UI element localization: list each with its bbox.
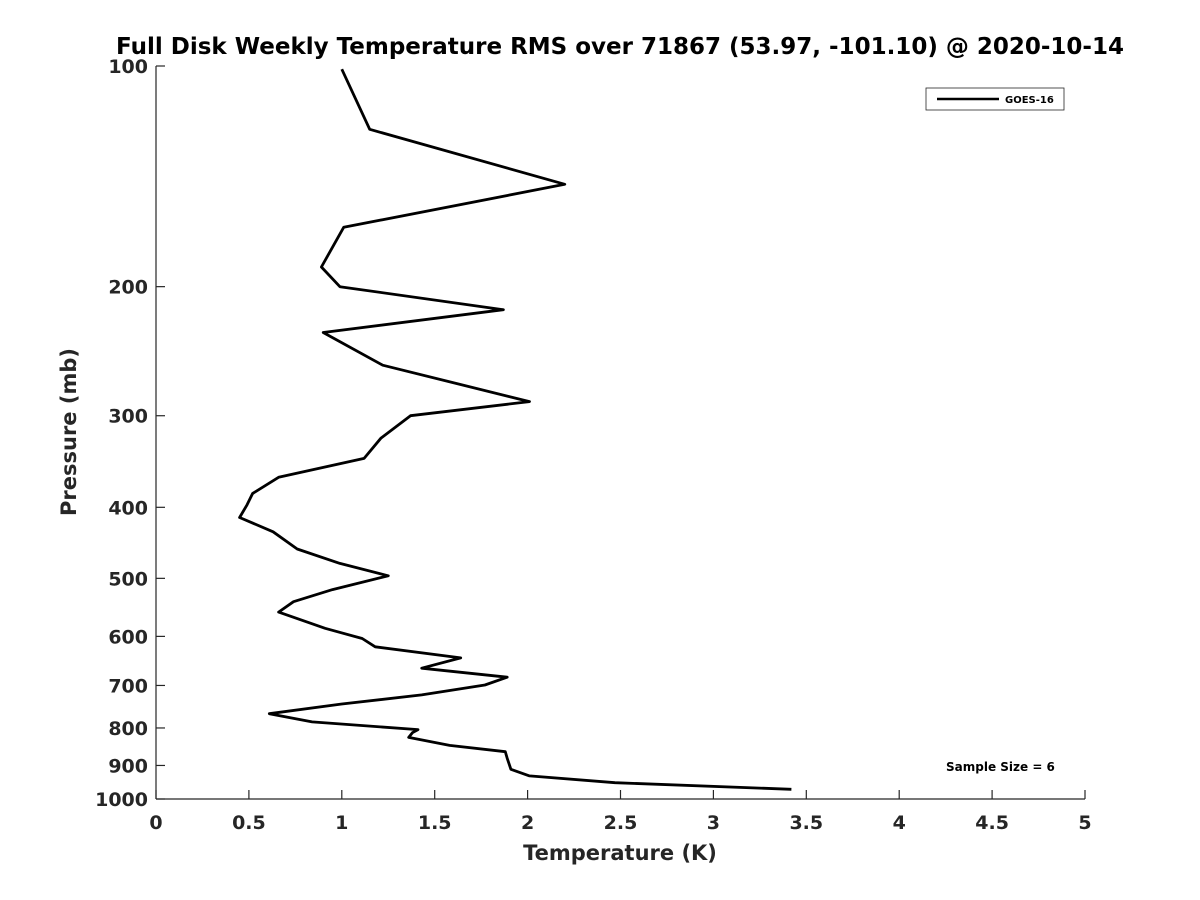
x-axis-label: Temperature (K) bbox=[523, 841, 717, 865]
chart-title: Full Disk Weekly Temperature RMS over 71… bbox=[116, 34, 1124, 60]
y-tick-label: 300 bbox=[108, 406, 148, 428]
y-axis-ticks: 100 200 300 400 500 600 700 800 900 1000 bbox=[95, 56, 165, 811]
y-tick-label: 900 bbox=[108, 755, 148, 777]
x-tick-label: 4 bbox=[893, 812, 906, 834]
y-tick-label: 1000 bbox=[95, 789, 148, 811]
x-tick-label: 2 bbox=[521, 812, 534, 834]
x-tick-label: 3.5 bbox=[789, 812, 823, 834]
x-tick-label: 4.5 bbox=[975, 812, 1009, 834]
x-tick-label: 2.5 bbox=[604, 812, 638, 834]
x-tick-label: 0.5 bbox=[232, 812, 266, 834]
y-tick-label: 400 bbox=[108, 497, 148, 519]
series-line-goes-16 bbox=[238, 68, 792, 791]
x-tick-label: 3 bbox=[707, 812, 720, 834]
y-tick-label: 200 bbox=[108, 277, 148, 299]
y-tick-label: 700 bbox=[108, 675, 148, 697]
legend: GOES-16 bbox=[925, 87, 1065, 111]
sample-size-annotation: Sample Size = 6 bbox=[946, 760, 1055, 774]
y-tick-label: 100 bbox=[108, 56, 148, 78]
x-tick-label: 5 bbox=[1078, 812, 1091, 834]
x-axis-ticks: 0 0.5 1 1.5 2 2.5 3 3.5 4 4.5 5 bbox=[149, 790, 1092, 834]
plot-area bbox=[156, 66, 1085, 799]
x-tick-label: 1 bbox=[335, 812, 348, 834]
y-tick-label: 600 bbox=[108, 626, 148, 648]
x-tick-label: 1.5 bbox=[418, 812, 452, 834]
y-axis-label: Pressure (mb) bbox=[57, 348, 81, 516]
legend-label-goes-16: GOES-16 bbox=[1005, 95, 1054, 106]
x-tick-label: 0 bbox=[149, 812, 162, 834]
y-tick-label: 800 bbox=[108, 718, 148, 740]
y-tick-label: 500 bbox=[108, 568, 148, 590]
series-layer bbox=[238, 68, 792, 791]
